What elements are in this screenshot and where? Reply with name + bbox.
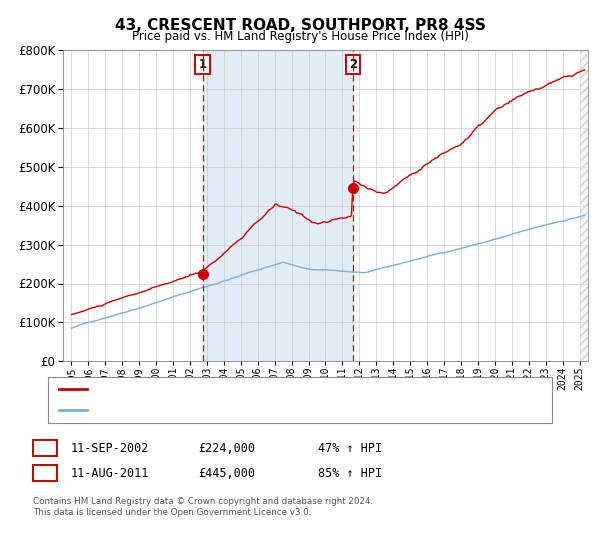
Text: 1: 1 (41, 441, 49, 455)
Text: 43, CRESCENT ROAD, SOUTHPORT, PR8 4SS: 43, CRESCENT ROAD, SOUTHPORT, PR8 4SS (115, 18, 485, 33)
Bar (203, 50, 353, 361)
Text: Price paid vs. HM Land Registry's House Price Index (HPI): Price paid vs. HM Land Registry's House … (131, 30, 469, 43)
Text: Contains HM Land Registry data © Crown copyright and database right 2024.: Contains HM Land Registry data © Crown c… (33, 497, 373, 506)
Text: 1: 1 (199, 58, 207, 71)
Text: 11-SEP-2002: 11-SEP-2002 (71, 441, 149, 455)
Text: 47% ↑ HPI: 47% ↑ HPI (318, 441, 382, 455)
Text: 2: 2 (41, 466, 49, 480)
Text: This data is licensed under the Open Government Licence v3.0.: This data is licensed under the Open Gov… (33, 508, 311, 517)
Text: 85% ↑ HPI: 85% ↑ HPI (318, 466, 382, 480)
Text: 2: 2 (349, 58, 357, 71)
Text: £224,000: £224,000 (198, 441, 255, 455)
Text: HPI: Average price, detached house, Sefton: HPI: Average price, detached house, Seft… (93, 405, 331, 416)
Text: £445,000: £445,000 (198, 466, 255, 480)
Text: 11-AUG-2011: 11-AUG-2011 (71, 466, 149, 480)
Text: 43, CRESCENT ROAD, SOUTHPORT, PR8 4SS (detached house): 43, CRESCENT ROAD, SOUTHPORT, PR8 4SS (d… (93, 384, 433, 394)
